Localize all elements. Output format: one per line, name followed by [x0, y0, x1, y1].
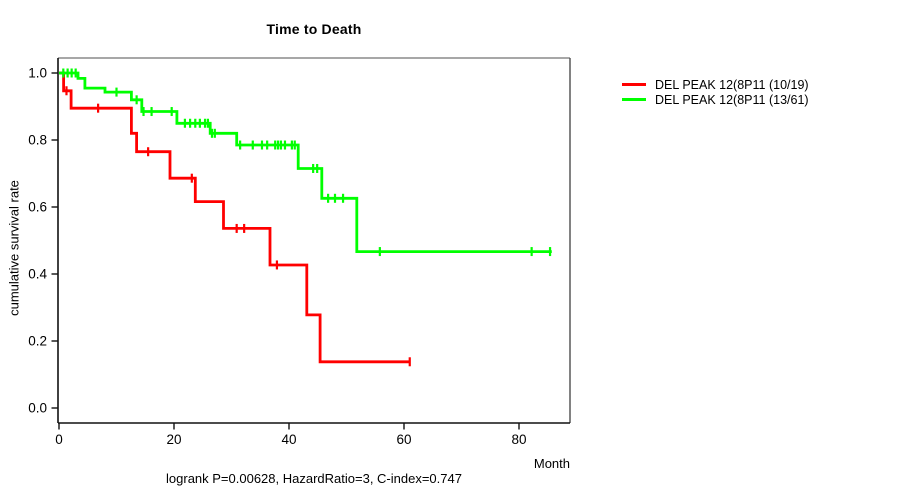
chart-title: Time to Death — [266, 21, 362, 37]
x-tick-label: 20 — [166, 432, 181, 447]
x-tick-label: 80 — [511, 432, 526, 447]
survival-curve-red — [59, 71, 410, 364]
legend-line-swatch-green — [622, 98, 646, 101]
x-tick-label: 0 — [55, 432, 63, 447]
y-tick-label: 0.2 — [28, 334, 47, 349]
logrank-stats-caption: logrank P=0.00628, HazardRatio=3, C-inde… — [166, 471, 462, 486]
y-tick-label: 1.0 — [28, 66, 47, 81]
legend: DEL PEAK 12(8P11 (10/19) DEL PEAK 12(8P1… — [622, 77, 809, 107]
legend-item-group2: DEL PEAK 12(8P11 (13/61) — [622, 92, 809, 107]
legend-label-group2: DEL PEAK 12(8P11 (13/61) — [655, 92, 809, 107]
y-tick-label: 0.0 — [28, 401, 47, 416]
x-tick-label: 40 — [281, 432, 296, 447]
y-tick-label: 0.6 — [28, 200, 47, 215]
y-tick-label: 0.8 — [28, 133, 47, 148]
legend-item-group1: DEL PEAK 12(8P11 (10/19) — [622, 77, 809, 92]
x-tick-label: 60 — [396, 432, 411, 447]
x-axis-title: Month — [533, 456, 570, 471]
y-tick-label: 0.4 — [28, 267, 47, 282]
survival-curve-green — [59, 71, 552, 253]
legend-line-swatch-red — [622, 83, 646, 86]
legend-label-group1: DEL PEAK 12(8P11 (10/19) — [655, 77, 809, 92]
